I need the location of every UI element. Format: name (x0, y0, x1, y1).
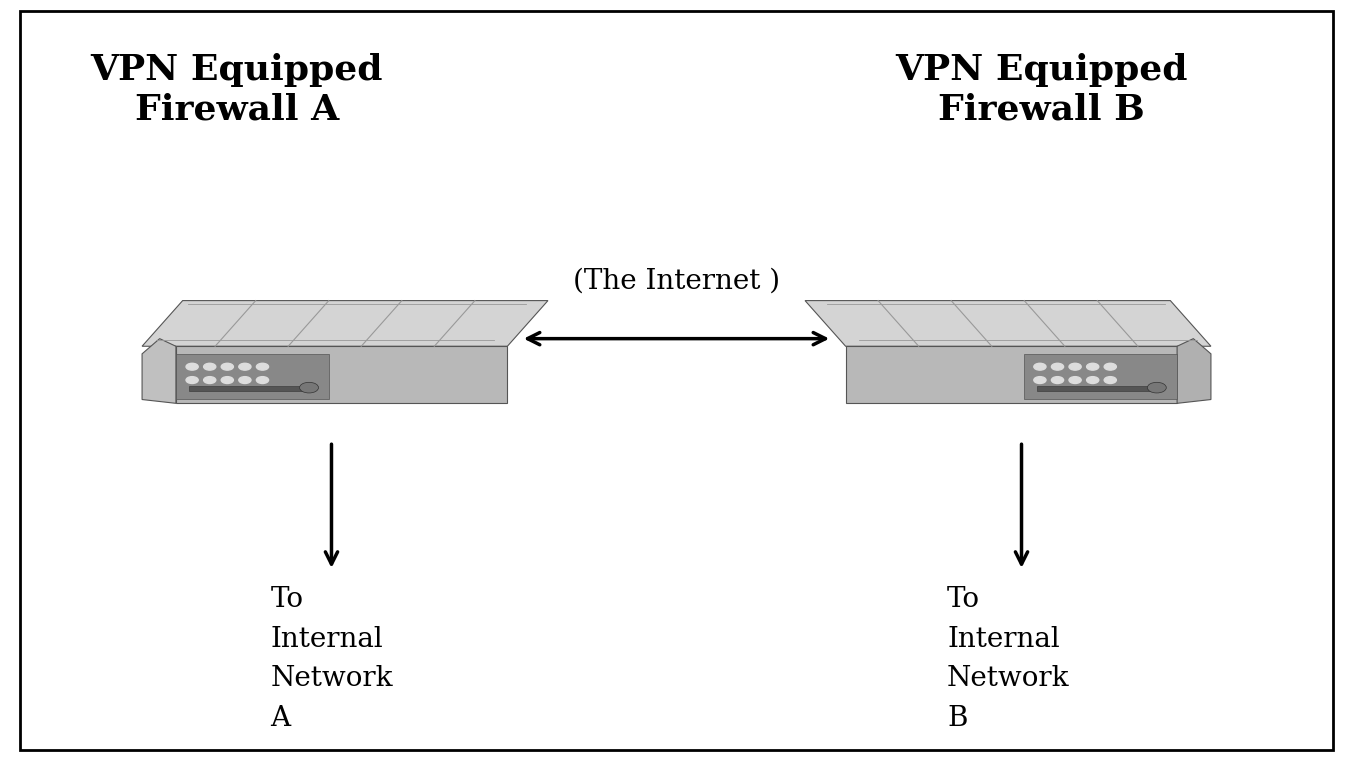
Circle shape (1086, 377, 1099, 384)
Circle shape (238, 377, 252, 384)
Circle shape (221, 377, 233, 384)
Text: VPN Equipped
Firewall B: VPN Equipped Firewall B (896, 53, 1188, 126)
Bar (1038, 386, 1153, 390)
Circle shape (221, 363, 233, 370)
Polygon shape (176, 346, 507, 403)
Polygon shape (1024, 355, 1177, 399)
Text: To
Internal
Network
A: To Internal Network A (271, 586, 394, 732)
Polygon shape (846, 346, 1177, 403)
Circle shape (238, 363, 252, 370)
Circle shape (1104, 377, 1116, 384)
Circle shape (1104, 363, 1116, 370)
Circle shape (1051, 363, 1063, 370)
Circle shape (1069, 377, 1081, 384)
Circle shape (1034, 363, 1046, 370)
Polygon shape (142, 301, 548, 346)
Circle shape (299, 382, 318, 393)
Text: To
Internal
Network
B: To Internal Network B (947, 586, 1070, 732)
Polygon shape (805, 301, 1211, 346)
Circle shape (185, 377, 198, 384)
Text: VPN Equipped
Firewall A: VPN Equipped Firewall A (91, 53, 383, 126)
Circle shape (256, 363, 268, 370)
Circle shape (1069, 363, 1081, 370)
Circle shape (1147, 382, 1166, 393)
Circle shape (256, 377, 268, 384)
Circle shape (203, 363, 216, 370)
Bar (189, 386, 304, 390)
Circle shape (1051, 377, 1063, 384)
Polygon shape (1177, 339, 1211, 403)
Circle shape (185, 363, 198, 370)
Circle shape (1034, 377, 1046, 384)
Circle shape (203, 377, 216, 384)
Circle shape (1086, 363, 1099, 370)
Text: (The Internet ): (The Internet ) (572, 268, 781, 295)
Polygon shape (142, 339, 176, 403)
Polygon shape (176, 355, 329, 399)
